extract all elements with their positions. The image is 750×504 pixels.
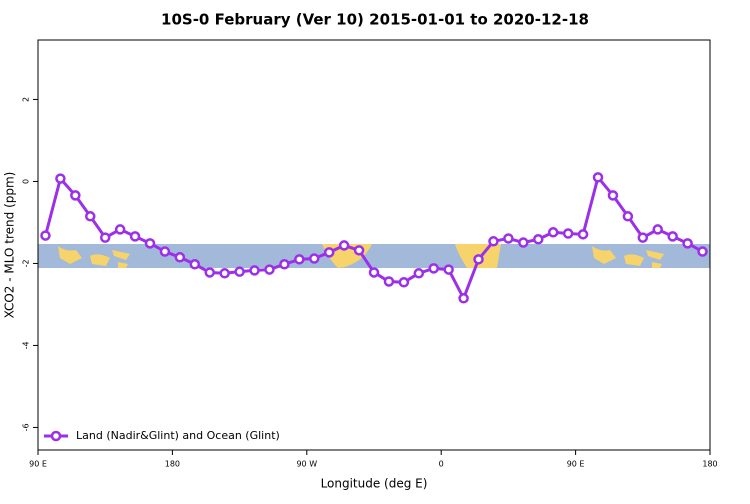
x-tick-label: 90 W — [296, 460, 317, 469]
point — [114, 224, 126, 235]
point — [294, 254, 305, 265]
point — [413, 268, 425, 279]
point — [129, 231, 141, 242]
point — [174, 252, 186, 263]
point — [368, 267, 380, 278]
point — [443, 264, 454, 275]
x-tick-label: 0 — [439, 460, 444, 469]
chart-title: 10S-0 February (Ver 10) 2015-01-01 to 20… — [161, 11, 589, 29]
point — [428, 263, 439, 274]
point — [323, 247, 335, 258]
point — [353, 245, 365, 256]
point — [518, 237, 529, 248]
y-tick-label: 0 — [22, 179, 31, 184]
x-tick-label: 180 — [165, 460, 180, 469]
point — [652, 224, 663, 235]
point — [309, 253, 320, 264]
point — [473, 254, 484, 265]
x-axis-label: Longitude (deg E) — [321, 477, 428, 491]
point — [249, 265, 260, 276]
x-tick-label: 90 E — [29, 460, 47, 469]
point — [383, 276, 395, 287]
point — [204, 267, 215, 278]
point — [234, 266, 245, 277]
y-tick-label: 2 — [22, 97, 31, 102]
y-tick-label: -2 — [22, 259, 31, 267]
point — [338, 240, 350, 251]
point — [458, 293, 469, 304]
legend-marker — [50, 430, 62, 442]
point — [637, 232, 649, 243]
y-tick-label: -4 — [22, 341, 31, 349]
point — [533, 234, 544, 245]
point — [219, 268, 230, 279]
point — [144, 238, 156, 249]
point — [577, 229, 589, 240]
point — [189, 259, 201, 270]
point — [40, 230, 51, 241]
point — [279, 259, 290, 270]
point — [70, 190, 81, 201]
map-band — [38, 244, 710, 268]
point — [55, 173, 66, 184]
point — [592, 172, 604, 183]
point — [99, 232, 111, 243]
point — [682, 238, 693, 249]
point — [562, 228, 574, 239]
x-tick-label: 90 E — [567, 460, 585, 469]
point — [607, 190, 619, 201]
series-line — [44, 174, 704, 302]
y-axis-label: XCO2 - MLO trend (ppm) — [3, 172, 17, 319]
point — [667, 231, 678, 242]
point — [398, 277, 410, 288]
x-tick-label: 180 — [702, 460, 717, 469]
y-tick-label: -6 — [22, 423, 31, 431]
point — [488, 236, 499, 247]
plot-frame — [37, 39, 711, 451]
point — [697, 246, 708, 257]
point — [264, 264, 275, 275]
point — [503, 233, 514, 244]
legend-label: Land (Nadir&Glint) and Ocean (Glint) — [76, 429, 280, 442]
point — [85, 211, 96, 222]
point — [622, 211, 634, 222]
point — [547, 227, 559, 238]
point — [159, 246, 171, 257]
